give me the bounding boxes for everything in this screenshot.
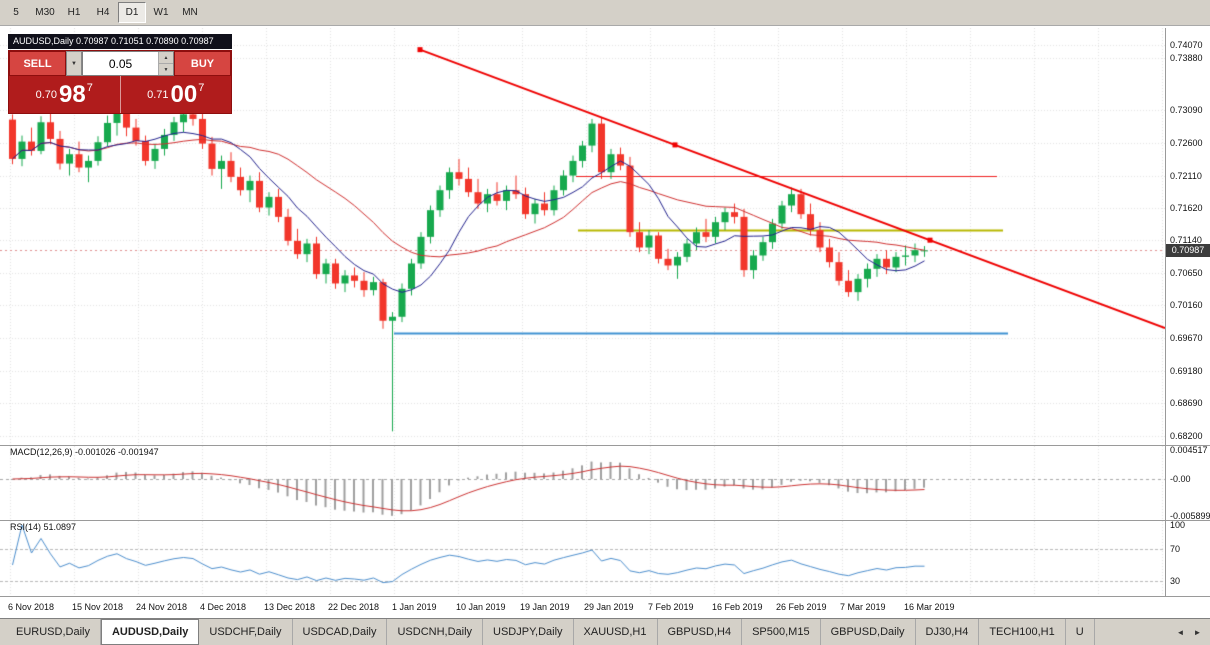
price-scale-label: 0.72110 bbox=[1170, 170, 1202, 181]
macd-scale-label: -0.005899 bbox=[1170, 511, 1210, 522]
volume-field: ▲ ▼ bbox=[82, 51, 174, 76]
tab-audusd-daily[interactable]: AUDUSD,Daily bbox=[100, 619, 200, 645]
date-axis-label: 7 Feb 2019 bbox=[648, 602, 694, 612]
price-scale-separator bbox=[1165, 28, 1166, 596]
price-scale-label: 0.73880 bbox=[1170, 52, 1203, 63]
spinner-down-icon: ▼ bbox=[163, 66, 169, 73]
panel-separator bbox=[0, 596, 1210, 597]
sell-button[interactable]: SELL bbox=[9, 51, 66, 76]
sell-price-sup: 7 bbox=[86, 81, 93, 94]
volume-spinner: ▲ ▼ bbox=[158, 52, 173, 75]
price-scale-label: 0.73090 bbox=[1170, 105, 1203, 116]
timeframe-h1[interactable]: H1 bbox=[67, 7, 81, 18]
timeframe-w1[interactable]: W1 bbox=[153, 7, 169, 18]
rsi-indicator-label: RSI(14) 51.0897 bbox=[10, 522, 77, 532]
tab-usdcnh-daily[interactable]: USDCNH,Daily bbox=[387, 619, 484, 645]
price-scale-label: 0.74070 bbox=[1170, 40, 1203, 50]
timeframe-d1[interactable]: D1 bbox=[118, 2, 146, 23]
sell-price-prefix: 0.70 bbox=[35, 88, 58, 101]
date-axis-label: 7 Mar 2019 bbox=[840, 602, 886, 612]
current-price-badge: 0.70987 bbox=[1166, 243, 1210, 257]
date-axis-label: 22 Dec 2018 bbox=[328, 602, 380, 612]
price-scale-label: 0.68690 bbox=[1170, 398, 1203, 409]
tab-scroll-controls: ◄ ► bbox=[1172, 619, 1206, 645]
rsi-canvas[interactable] bbox=[0, 521, 1165, 596]
buy-price-sup: 7 bbox=[198, 81, 205, 94]
rsi-scale-label: 100 bbox=[1170, 520, 1186, 530]
order-options-dropdown[interactable]: ▼ bbox=[66, 51, 82, 76]
volume-decrease-button[interactable]: ▼ bbox=[159, 64, 173, 75]
price-scale-label: 0.70160 bbox=[1170, 300, 1203, 311]
tab-usdjpy-daily[interactable]: USDJPY,Daily bbox=[483, 619, 574, 645]
date-axis-label: 15 Nov 2018 bbox=[72, 602, 124, 612]
price-scale-label: 0.72600 bbox=[1170, 137, 1203, 148]
chart-window: AUDUSD,Daily 0.70987 0.71051 0.70890 0.7… bbox=[0, 26, 1210, 618]
timeframe-toolbar: 5 M30 H1 H4 D1 W1 MN bbox=[0, 0, 1210, 26]
sell-price-big: 98 bbox=[59, 80, 86, 108]
rsi-scale-label: 30 bbox=[1170, 576, 1181, 586]
panel-separator bbox=[0, 445, 1210, 446]
date-axis-label: 1 Jan 2019 bbox=[392, 602, 437, 612]
date-axis-label: 16 Mar 2019 bbox=[904, 602, 955, 612]
price-scale-label: 0.69180 bbox=[1170, 365, 1203, 376]
one-click-trading-panel: SELL ▼ ▲ ▼ BUY 0.70 98 7 0.71 00 bbox=[8, 50, 232, 114]
panel-separator bbox=[0, 520, 1210, 521]
timeframe-mn[interactable]: MN bbox=[182, 7, 198, 18]
tab-u[interactable]: U bbox=[1065, 619, 1095, 645]
timeframe-5[interactable]: 5 bbox=[13, 7, 19, 18]
chart-title: AUDUSD,Daily 0.70987 0.71051 0.70890 0.7… bbox=[8, 34, 232, 49]
buy-price-display: 0.71 00 7 bbox=[121, 76, 232, 113]
volume-input[interactable] bbox=[83, 52, 158, 75]
sell-price-display: 0.70 98 7 bbox=[9, 76, 121, 113]
buy-price-prefix: 0.71 bbox=[147, 88, 169, 101]
date-axis-label: 19 Jan 2019 bbox=[520, 602, 570, 612]
chart-tabs-bar: EURUSD,Daily AUDUSD,Daily USDCHF,Daily USDC… bbox=[0, 618, 1210, 645]
price-scale-label: 0.70650 bbox=[1170, 267, 1203, 278]
volume-increase-button[interactable]: ▲ bbox=[159, 52, 173, 64]
price-scale-label: 0.71620 bbox=[1170, 203, 1203, 214]
date-axis-label: 6 Nov 2018 bbox=[8, 602, 55, 612]
trade-prices-row: 0.70 98 7 0.71 00 7 bbox=[9, 76, 231, 113]
tab-usdchf-daily[interactable]: USDCHF,Daily bbox=[199, 619, 293, 645]
tab-sp500-m15[interactable]: SP500,M15 bbox=[742, 619, 821, 645]
macd-scale-label: -0.00 bbox=[1170, 474, 1191, 484]
price-scale-label: 0.68200 bbox=[1170, 431, 1203, 441]
date-axis-label: 24 Nov 2018 bbox=[136, 602, 188, 612]
date-axis-label: 4 Dec 2018 bbox=[200, 602, 247, 612]
tab-eurusd-daily[interactable]: EURUSD,Daily bbox=[6, 619, 101, 645]
tab-gbpusd-h4[interactable]: GBPUSD,H4 bbox=[657, 619, 743, 645]
macd-canvas[interactable] bbox=[0, 446, 1165, 520]
dropdown-caret-icon: ▼ bbox=[71, 60, 77, 67]
chart-tabs: EURUSD,Daily AUDUSD,Daily USDCHF,Daily USDC… bbox=[0, 619, 1172, 645]
spinner-up-icon: ▲ bbox=[163, 54, 169, 61]
rsi-scale-label: 70 bbox=[1170, 544, 1181, 554]
price-scale-label: 0.71140 bbox=[1170, 235, 1202, 246]
timeframe-h4[interactable]: H4 bbox=[96, 7, 110, 18]
tabs-scroll-right-icon[interactable]: ► bbox=[1193, 627, 1202, 637]
date-axis-label: 26 Feb 2019 bbox=[776, 602, 827, 612]
tab-tech100-h1[interactable]: TECH100,H1 bbox=[979, 619, 1066, 645]
macd-indicator-label: MACD(12,26,9) -0.001026 -0.001947 bbox=[10, 447, 159, 457]
tab-dj30-h4[interactable]: DJ30,H4 bbox=[915, 619, 980, 645]
trade-controls-row: SELL ▼ ▲ ▼ BUY bbox=[9, 51, 231, 76]
buy-price-big: 00 bbox=[170, 80, 198, 108]
macd-scale-label: 0.004517 bbox=[1170, 445, 1208, 456]
buy-button[interactable]: BUY bbox=[174, 51, 231, 76]
tab-gbpusd-daily[interactable]: GBPUSD,Daily bbox=[820, 619, 916, 645]
timeframe-m30[interactable]: M30 bbox=[35, 7, 55, 18]
tab-xauusd-h1[interactable]: XAUUSD,H1 bbox=[573, 619, 658, 645]
price-scale-label: 0.69670 bbox=[1170, 333, 1203, 344]
date-axis-label: 16 Feb 2019 bbox=[712, 602, 763, 612]
date-axis-label: 10 Jan 2019 bbox=[456, 602, 506, 612]
tabs-scroll-left-icon[interactable]: ◄ bbox=[1176, 627, 1185, 637]
date-axis-label: 29 Jan 2019 bbox=[584, 602, 634, 612]
tab-usdcad-daily[interactable]: USDCAD,Daily bbox=[292, 619, 388, 645]
date-axis-label: 13 Dec 2018 bbox=[264, 602, 316, 612]
